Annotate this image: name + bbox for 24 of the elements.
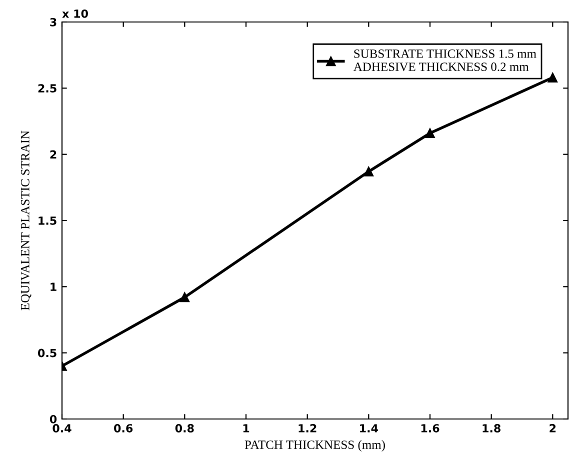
point	[180, 292, 190, 302]
x-tick-label: 0.6	[114, 424, 133, 432]
y-tick-label: 1.5	[38, 216, 56, 225]
x-tick-label: 1.6	[421, 424, 440, 432]
y-axis-title: EQUIVALENT PLASTIC STRAIN	[20, 130, 32, 310]
y-tick-label: 2.5	[38, 84, 56, 93]
y-tick-label: 0	[50, 414, 57, 424]
x-tick-label: 0.4	[52, 424, 72, 432]
y-tick-label: 3	[50, 18, 56, 26]
x-tick-label: 1	[243, 424, 250, 432]
x-tick-label: 1.4	[360, 424, 378, 432]
text: x 10	[62, 9, 88, 18]
point	[548, 72, 558, 82]
legend-label: SUBSTRATE THICKNESS 1.5 mm ADHESIVE THICKNESS 0.2 mm	[354, 50, 536, 72]
x-tick-label: 1.8	[482, 424, 500, 432]
x-tick-label: 2	[550, 424, 556, 432]
point	[425, 128, 435, 138]
point	[364, 166, 374, 176]
y-tick-label: 0.5	[38, 348, 56, 358]
x-tick-label: 1.2	[298, 424, 316, 432]
y-tick-label: 2	[50, 150, 56, 159]
x-tick-label: 0.8	[175, 424, 194, 432]
x-axis-title: PATCH THICKNESS (mm)	[244, 440, 385, 452]
y-tick-label: 1	[50, 282, 56, 291]
